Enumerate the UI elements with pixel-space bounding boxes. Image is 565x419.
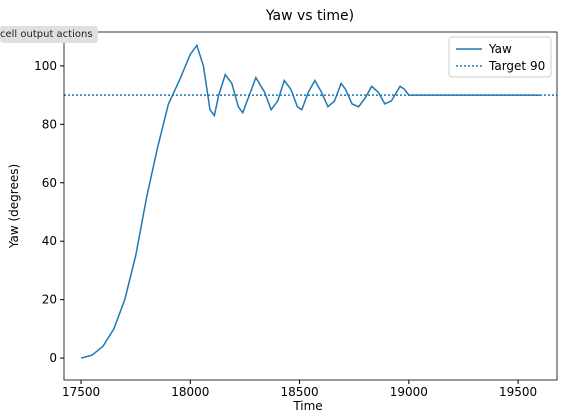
legend-box (448, 36, 552, 78)
y-tick-label: 60 (42, 176, 57, 190)
x-tick-label: 18500 (280, 385, 318, 399)
x-tick-label: 18000 (171, 385, 209, 399)
y-tick-label: 80 (42, 117, 57, 131)
series-line (80, 43, 540, 359)
x-tick-label: 19000 (390, 385, 428, 399)
legend-label: Target 90 (488, 59, 545, 73)
y-tick-label: 100 (34, 59, 57, 73)
x-tick-label: 17500 (62, 385, 100, 399)
toolbar-label[interactable]: cell output actions (0, 26, 98, 43)
y-tick-label: 20 (42, 293, 57, 307)
y-tick-label: 0 (49, 351, 57, 365)
legend-label: Yaw (488, 42, 512, 56)
y-axis-label: Yaw (degrees) (7, 164, 21, 249)
x-axis-label: Time (292, 399, 322, 413)
x-tick-label: 19500 (499, 385, 537, 399)
y-tick-label: 40 (42, 234, 57, 248)
chart-title: Yaw vs time) (265, 8, 354, 24)
plot-frame (63, 31, 558, 381)
